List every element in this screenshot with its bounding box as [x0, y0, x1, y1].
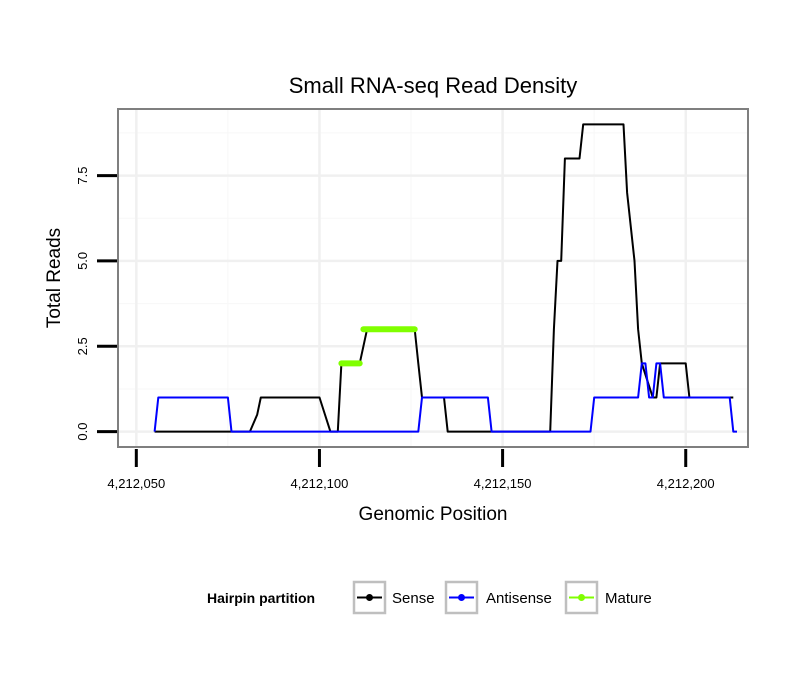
- chart-title: Small RNA-seq Read Density: [289, 73, 578, 98]
- x-tick-label: 4,212,200: [657, 476, 715, 491]
- legend: Hairpin partition Sense Antisense Mature: [207, 580, 652, 615]
- x-tick-label: 4,212,150: [474, 476, 532, 491]
- legend-label-sense: Sense: [392, 590, 435, 607]
- legend-key-point: [578, 594, 585, 601]
- y-tick-label: 2.5: [75, 337, 90, 355]
- y-tick-label: 0.0: [75, 423, 90, 441]
- plot-panel: [118, 109, 748, 447]
- legend-key-point: [366, 594, 373, 601]
- y-axis-title: Total Reads: [44, 228, 65, 328]
- legend-label-antisense: Antisense: [486, 590, 552, 607]
- series-line-antisense: [153, 362, 737, 433]
- legend-title: Hairpin partition: [207, 590, 315, 606]
- y-tick-label: 7.5: [75, 167, 90, 185]
- legend-key-point: [458, 594, 465, 601]
- plot-border: [117, 108, 749, 448]
- plot-area: 4,212,050 4,212,100 4,212,150 4,212,200 0.0 2…: [75, 108, 749, 491]
- legend-label-mature: Mature: [605, 590, 652, 607]
- x-axis-title: Genomic Position: [359, 504, 508, 525]
- x-tick-label: 4,212,050: [107, 476, 165, 491]
- x-tick-label: 4,212,100: [291, 476, 349, 491]
- y-tick-label: 5.0: [75, 252, 90, 270]
